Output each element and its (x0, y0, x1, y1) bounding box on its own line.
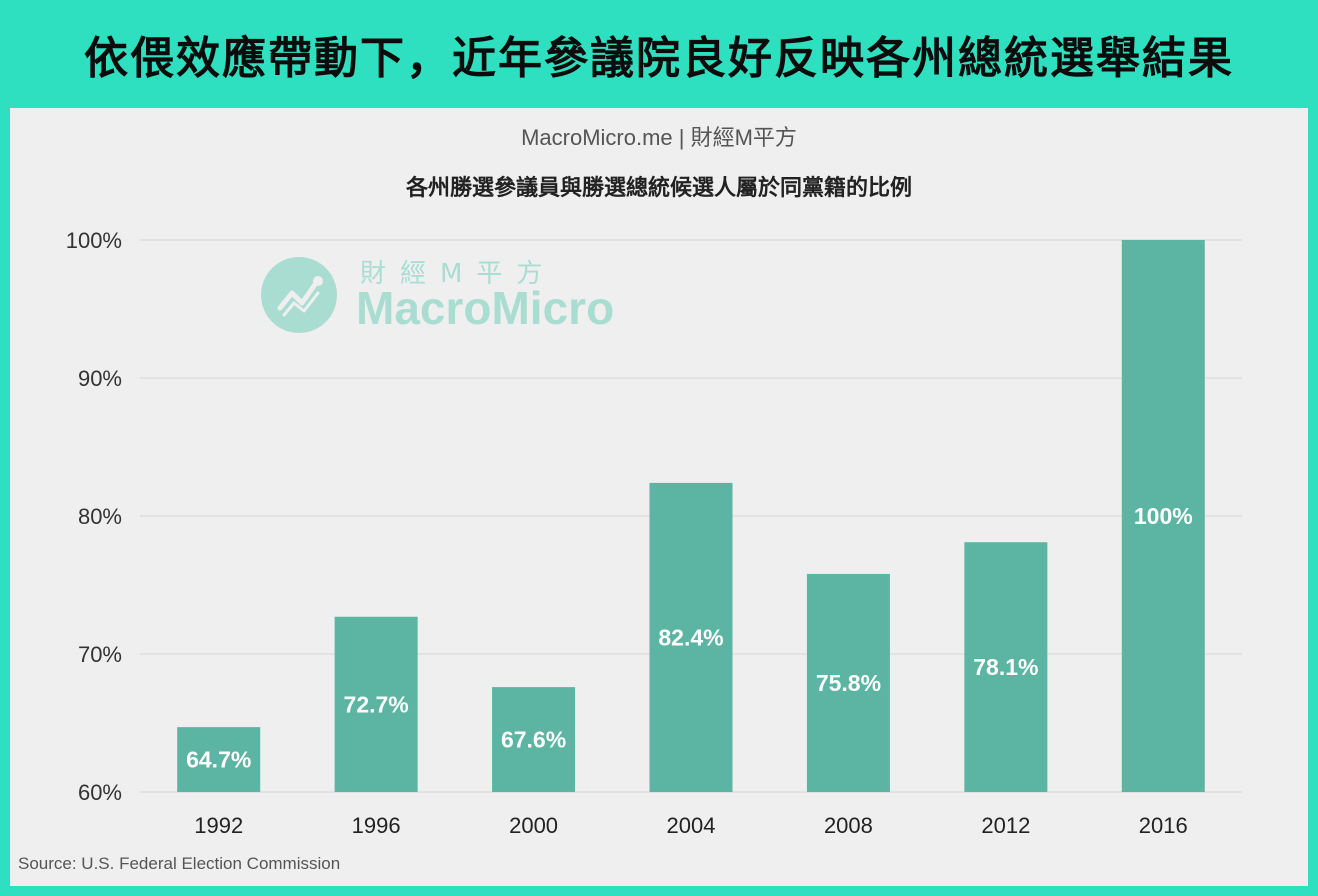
headline: 依偎效應帶動下，近年參議院良好反映各州總統選舉結果 (84, 33, 1234, 84)
source-note: Source: U.S. Federal Election Commission (18, 854, 341, 873)
brand-label: MacroMicro.me | 財經M平方 (521, 125, 797, 150)
y-tick-label: 80% (78, 504, 122, 529)
watermark-cn: 財經M平方 (360, 259, 557, 289)
data-label: 72.7% (344, 691, 409, 717)
data-label: 64.7% (186, 747, 251, 773)
watermark-en: MacroMicro (356, 282, 615, 334)
data-label: 82.4% (658, 624, 723, 650)
x-tick-label: 1996 (352, 813, 401, 838)
x-tick-label: 2012 (981, 813, 1030, 838)
x-tick-label: 2000 (509, 813, 558, 838)
bar-chart: 60% 70% 80% 90% 100% 64.7% 1992 72.7% 1996 67.6% 2… (66, 228, 1242, 838)
data-label: 67.6% (501, 727, 566, 753)
y-tick-label: 70% (78, 642, 122, 667)
x-tick-label: 2008 (824, 813, 873, 838)
x-tick-label: 1992 (194, 813, 243, 838)
watermark: 財經M平方 MacroMicro (260, 253, 640, 343)
macromicro-logo-icon (261, 257, 337, 333)
y-tick-label: 90% (78, 366, 122, 391)
x-tick-label: 2016 (1139, 813, 1188, 838)
data-label: 100% (1134, 503, 1193, 529)
bar (964, 542, 1048, 792)
bar (492, 687, 576, 792)
chart-title: 各州勝選參議員與勝選總統候選人屬於同黨籍的比例 (405, 175, 912, 200)
chart-panel: MacroMicro.me | 財經M平方 各州勝選參議員與勝選總統候選人屬於同… (10, 108, 1308, 886)
y-tick-label: 60% (78, 780, 122, 805)
y-tick-label: 100% (66, 228, 122, 253)
bar (177, 727, 261, 792)
data-label: 75.8% (816, 670, 881, 696)
bar (649, 482, 733, 792)
data-label: 78.1% (973, 654, 1038, 680)
bar (806, 573, 890, 792)
bar (334, 616, 418, 792)
bar (1121, 240, 1205, 792)
x-tick-label: 2004 (667, 813, 716, 838)
